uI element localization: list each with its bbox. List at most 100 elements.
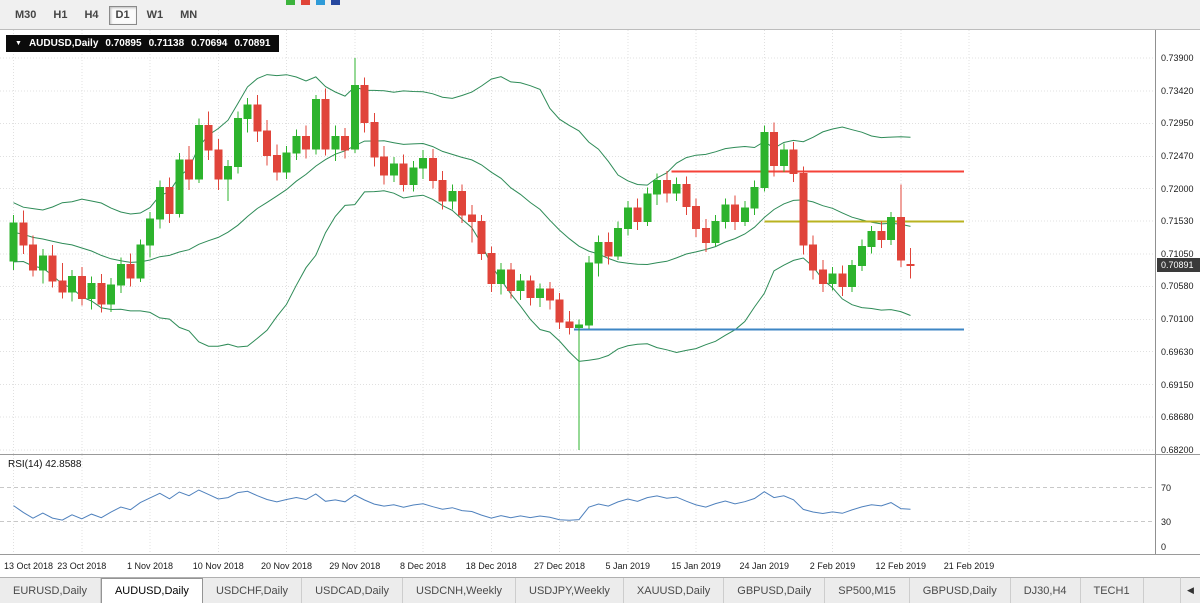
price-axis-label: 0.68200	[1161, 445, 1194, 455]
candle-body	[204, 124, 213, 151]
ohlc-high: 0.71138	[148, 38, 185, 49]
chart-title-bar[interactable]: ▼ AUDUSD,Daily 0.70895 0.71138 0.70694 0…	[6, 35, 280, 52]
rsi-grid	[13, 455, 970, 554]
candle-body	[185, 159, 193, 180]
candle-body	[302, 135, 310, 150]
rsi-canvas[interactable]	[0, 455, 1155, 554]
tab-eurusd-daily[interactable]: EURUSD,Daily	[0, 578, 101, 603]
date-axis-label: 21 Feb 2019	[943, 561, 995, 571]
candle-body	[175, 159, 184, 214]
date-axis-label: 24 Jan 2019	[739, 561, 790, 571]
tab-usdcad-daily[interactable]: USDCAD,Daily	[302, 578, 404, 603]
tabs-scroll-left-button[interactable]: ◀	[1180, 577, 1200, 603]
price-axis-label: 0.70100	[1161, 314, 1194, 325]
price-axis-label: 0.69150	[1161, 379, 1194, 390]
timeframe-button-w1[interactable]: W1	[146, 9, 164, 21]
candle-body	[555, 299, 564, 323]
candle-body	[867, 230, 876, 247]
candle-body	[809, 244, 817, 271]
tab-gbpusd-daily[interactable]: GBPUSD,Daily	[724, 578, 826, 603]
price-axis-label: 0.72000	[1161, 183, 1194, 194]
candle-body	[155, 186, 164, 220]
tab-audusd-daily[interactable]: AUDUSD,Daily	[100, 578, 203, 603]
clipped-toolbar-icon[interactable]	[316, 0, 325, 5]
price-axis-label: 0.73900	[1161, 53, 1194, 63]
timeframe-button-mn[interactable]: MN	[180, 9, 198, 21]
tab-tech1[interactable]: TECH1	[1081, 578, 1144, 603]
candle-body	[214, 149, 223, 180]
candle-body	[116, 263, 125, 286]
date-axis-label: 8 Dec 2018	[399, 561, 447, 571]
date-axis-label: 18 Dec 2018	[465, 561, 517, 571]
ohlc-low: 0.70694	[191, 38, 228, 49]
candle-body	[458, 190, 466, 216]
candle-body	[506, 269, 515, 291]
candle-body	[838, 273, 847, 287]
candle-body	[68, 276, 76, 293]
timeframe-button-h4[interactable]: H4	[84, 9, 99, 21]
candle-body	[341, 135, 349, 151]
timeframe-button-m30[interactable]: M30	[15, 9, 37, 21]
candle-body	[87, 283, 96, 300]
tab-gbpusd-daily[interactable]: GBPUSD,Daily	[910, 578, 1011, 603]
clipped-toolbar-icon[interactable]	[331, 0, 340, 5]
candle-body	[575, 324, 583, 329]
candle-body	[887, 217, 895, 241]
tab-usdchf-daily[interactable]: USDCHF,Daily	[203, 578, 303, 603]
candle-body	[653, 179, 661, 195]
candle-body	[146, 218, 154, 246]
price-axis-label: 0.70580	[1161, 281, 1194, 292]
tab-usdjpy-weekly[interactable]: USDJPY,Weekly	[516, 578, 624, 603]
ohlc-open: 0.70895	[105, 38, 142, 49]
chart-symbol: AUDUSD,Daily	[28, 38, 99, 49]
tab-sp500-m15[interactable]: SP500,M15	[825, 578, 910, 603]
rsi-axis-label: 0	[1161, 542, 1167, 552]
candle-body	[701, 228, 710, 243]
date-axis-label: 2 Feb 2019	[809, 561, 856, 571]
tab-dj30-h4[interactable]: DJ30,H4	[1011, 578, 1081, 603]
bollinger-middle-band	[13, 140, 911, 266]
candle-body	[48, 255, 57, 282]
clipped-toolbar-icon[interactable]	[286, 0, 295, 5]
candle-body	[477, 221, 486, 254]
timeframe-button-d1[interactable]: D1	[108, 6, 137, 25]
timeframe-button-h1[interactable]: H1	[53, 9, 68, 21]
candle-body	[272, 155, 281, 173]
date-axis-label: 27 Dec 2018	[533, 561, 586, 571]
price-axis-label: 0.72950	[1161, 118, 1194, 129]
chart-grid	[0, 30, 1155, 454]
candle-body	[896, 217, 905, 261]
candle-body	[487, 252, 496, 285]
candle-body	[77, 276, 86, 300]
date-axis-label: 13 Oct 2018	[4, 561, 54, 571]
candle-body	[467, 214, 476, 223]
candle-body	[789, 149, 798, 175]
candle-body	[360, 85, 369, 124]
chart-pane[interactable]: ▼ AUDUSD,Daily 0.70895 0.71138 0.70694 0…	[0, 30, 1155, 454]
price-axis[interactable]: 0.70891 0.73900 0.73420 0.72950 0.72470 0.72…	[1155, 30, 1200, 455]
price-chart-canvas[interactable]	[0, 30, 1155, 454]
candle-body	[906, 264, 915, 267]
candle-body	[662, 179, 671, 194]
candle-body	[321, 98, 330, 150]
tab-xauusd-daily[interactable]: XAUUSD,Daily	[624, 578, 725, 603]
candle-body	[877, 230, 886, 241]
date-axis[interactable]: 13 Oct 2018 23 Oct 2018 1 Nov 2018 10 Nov 2…	[0, 555, 1200, 577]
candle-body	[350, 85, 359, 150]
pane-splitter[interactable]	[0, 454, 1200, 455]
rsi-axis[interactable]: 70 30 0	[1155, 455, 1200, 554]
candle-body	[721, 204, 730, 223]
date-axis-label: 10 Nov 2018	[192, 561, 244, 571]
candle-body	[779, 149, 788, 166]
candle-body	[233, 118, 242, 168]
candle-body	[623, 207, 632, 229]
rsi-pane[interactable]: RSI(14) 42.8588	[0, 455, 1155, 554]
trend-lines	[574, 170, 965, 331]
clipped-toolbar-icon[interactable]	[301, 0, 310, 5]
candle-body	[165, 186, 174, 214]
candle-body	[497, 269, 505, 285]
candle-body	[545, 288, 554, 301]
tab-usdcnh-weekly[interactable]: USDCNH,Weekly	[403, 578, 517, 603]
candle-body	[370, 122, 379, 158]
